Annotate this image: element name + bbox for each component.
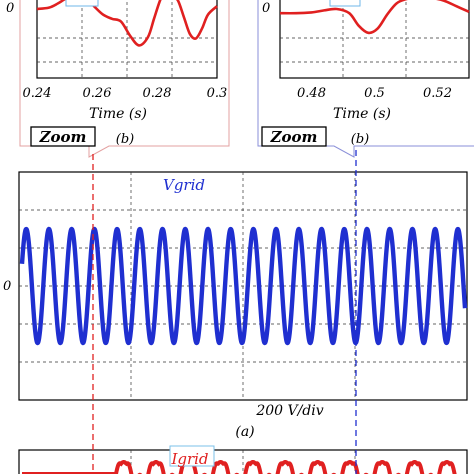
zoom-right-x-tick-0: 0.48 (297, 86, 326, 101)
zoom-left-callout-frame (19, 0, 230, 158)
zoom-left-panel: 0 0.24 0.26 0.28 0.3 Time (s) (6, 0, 227, 122)
vgrid-y-tick-zero: 0 (3, 279, 11, 294)
zoom-right-x-tick-2: 0.52 (423, 86, 452, 101)
zoom-left-current-curve (36, 0, 218, 47)
vgrid-series-label: Vgrid (163, 176, 205, 194)
zoom-right-badge (261, 126, 327, 147)
zoom-left-caption: (b) (116, 132, 134, 147)
zoom-left-x-tick-2: 0.28 (143, 86, 172, 101)
zoom-left-badge (30, 126, 96, 147)
zoom-right-callout-frame (257, 0, 474, 158)
zoom-left-x-tick-0: 0.24 (23, 86, 52, 101)
zoom-right-plot-frame (279, 0, 470, 79)
igrid-current-waveform (22, 459, 457, 474)
zoom-left-badge-label: Zoom (39, 128, 87, 146)
zoom-right-y-tick-zero: 0 (262, 1, 270, 16)
igrid-series-label: Igrid (170, 450, 208, 468)
zoom-right-caption: (b) (351, 132, 369, 147)
zoom-right-panel: 0 0.48 0.5 0.52 Time (s) (262, 0, 470, 122)
igrid-panel: Igrid (18, 445, 468, 474)
zoom-left-x-tick-1: 0.26 (83, 86, 112, 101)
zoom-left-y-tick-zero: 0 (6, 1, 14, 16)
zoom-right-x-tick-1: 0.5 (364, 86, 385, 101)
zoom-right-legend-box (329, 0, 361, 7)
vgrid-voltage-waveform (19, 226, 468, 346)
igrid-legend-box (169, 445, 215, 467)
vgrid-scale-label: 200 V/div (255, 403, 323, 419)
vgrid-caption: (a) (235, 424, 254, 440)
vgrid-panel: 0 Vgrid 200 V/div (a) (3, 171, 468, 440)
zoom-right-current-curve (279, 0, 470, 35)
zoom-left-x-tick-3: 0.3 (207, 86, 228, 101)
zoom-left-x-axis-label: Time (s) (89, 106, 147, 122)
zoom-right-badge-label: Zoom (270, 128, 318, 146)
zoom-left-legend-box (65, 0, 99, 7)
zoom-right-x-axis-label: Time (s) (333, 106, 391, 122)
zoom-left-plot-frame (36, 0, 218, 79)
